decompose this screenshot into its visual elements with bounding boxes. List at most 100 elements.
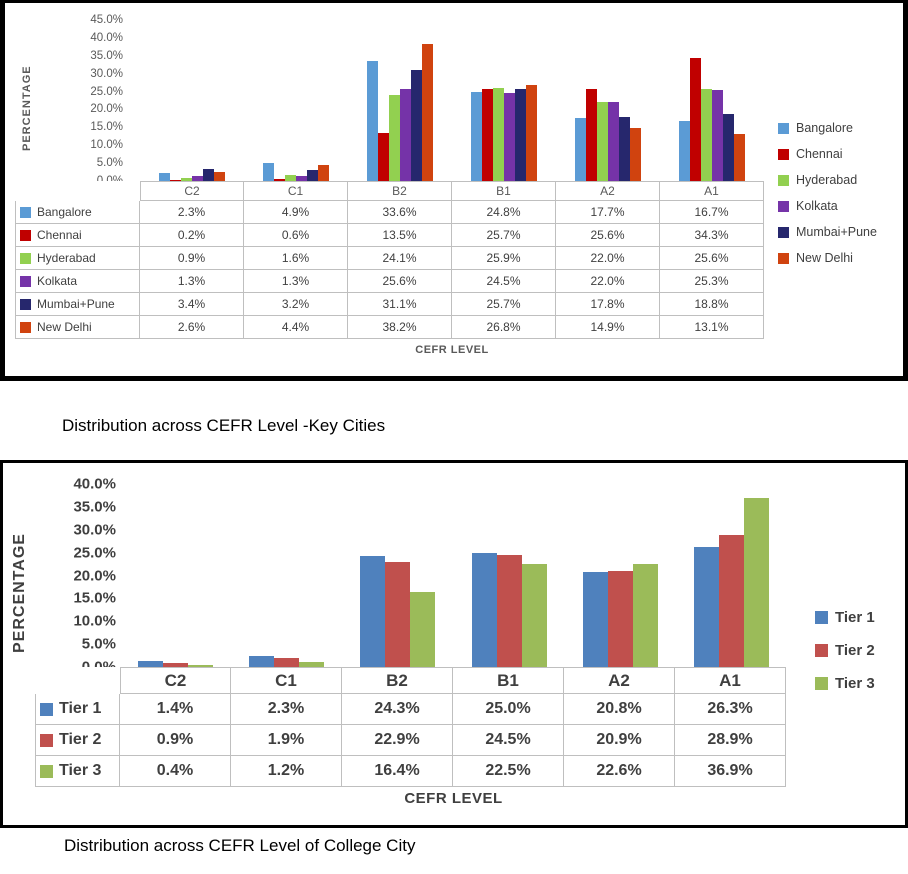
bar-chennai-b1 — [482, 89, 493, 181]
legend-label: Kolkata — [796, 199, 838, 213]
legend-item-mumbai-pune: Mumbai+Pune — [778, 219, 908, 245]
table-value-mumbai-pune-c1: 3.2% — [244, 293, 348, 316]
college-city-chart-frame: PERCENTAGE 40.0% 35.0% 30.0% 25.0% 20.0% 15.0… — [0, 460, 908, 828]
legend-item-new-delhi: New Delhi — [778, 245, 908, 271]
table-value-tier-2-a1: 28.9% — [675, 725, 786, 756]
bar-kolkata-a2 — [608, 102, 619, 181]
series-swatch — [20, 321, 31, 333]
bar-chennai-a1 — [690, 58, 701, 181]
y-tick-label: 35.0% — [73, 498, 116, 516]
y-tick-label: 10.0% — [90, 139, 123, 152]
legend: Tier 1 Tier 2 Tier 3 — [815, 601, 905, 700]
y-tick-label: 35.0% — [90, 49, 123, 62]
bar-group-c1 — [244, 20, 348, 181]
y-tick-label: 40.0% — [90, 31, 123, 44]
table-value-hyderabad-a1: 25.6% — [660, 247, 764, 270]
bar-tier-1-a2 — [582, 571, 608, 667]
bar-tier-1-b2 — [360, 555, 386, 667]
legend-label: Tier 2 — [835, 642, 875, 659]
y-axis-title: PERCENTAGE — [11, 533, 28, 653]
bar-group-c1 — [231, 484, 342, 667]
y-tick-label: 15.0% — [73, 589, 116, 607]
series-name-label: Tier 3 — [59, 762, 102, 779]
table-value-tier-2-c2: 0.9% — [120, 725, 231, 756]
series-name-label: New Delhi — [37, 320, 92, 334]
bar-hyderabad-b2 — [389, 94, 400, 181]
bar-kolkata-b1 — [504, 93, 515, 181]
table-value-chennai-b2: 13.5% — [348, 224, 452, 247]
bar-hyderabad-b1 — [493, 88, 504, 181]
bar-new-delhi-c2 — [214, 171, 225, 181]
bar-chennai-c2 — [170, 180, 181, 181]
table-value-tier-3-c2: 0.4% — [120, 756, 231, 787]
bar-hyderabad-c2 — [181, 177, 192, 181]
bar-tier-1-a1 — [693, 546, 719, 667]
category-header-a2: A2 — [564, 667, 675, 694]
table-value-bangalore-c2: 2.3% — [140, 201, 244, 224]
legend-swatch — [778, 226, 789, 238]
series-swatch — [40, 702, 53, 716]
legend-label: Chennai — [796, 147, 843, 161]
table-value-tier-2-a2: 20.9% — [564, 725, 675, 756]
table-value-tier-1-c1: 2.3% — [231, 694, 342, 725]
y-tick-label: 5.0% — [81, 635, 116, 653]
table-corner — [15, 181, 140, 201]
y-axis-title: PERCENTAGE — [21, 65, 33, 151]
bar-tier-1-c1 — [249, 656, 275, 667]
series-swatch — [20, 252, 31, 264]
bar-group-c2 — [120, 484, 231, 667]
bar-kolkata-a1 — [712, 90, 723, 181]
bar-tier-1-c2 — [138, 660, 164, 667]
y-tick-label: 20.0% — [90, 103, 123, 116]
table-value-tier-1-c2: 1.4% — [120, 694, 231, 725]
table-value-new-delhi-b2: 38.2% — [348, 316, 452, 339]
bar-bangalore-b2 — [367, 60, 378, 181]
table-value-kolkata-b2: 25.6% — [348, 270, 452, 293]
bar-kolkata-b2 — [400, 89, 411, 181]
bar-mumbai-pune-a1 — [723, 113, 734, 181]
bar-group-a2 — [556, 20, 660, 181]
bar-mumbai-pune-b2 — [411, 69, 422, 181]
table-value-tier-2-b2: 22.9% — [342, 725, 453, 756]
bar-hyderabad-c1 — [285, 175, 296, 181]
bar-hyderabad-a2 — [597, 102, 608, 181]
series-swatch — [20, 206, 31, 218]
table-value-tier-3-a2: 22.6% — [564, 756, 675, 787]
table-value-mumbai-pune-a2: 17.8% — [556, 293, 660, 316]
table-value-chennai-a2: 25.6% — [556, 224, 660, 247]
category-header-c2: C2 — [120, 667, 231, 694]
legend-swatch — [778, 252, 789, 264]
bar-bangalore-a2 — [575, 117, 586, 181]
table-corner — [35, 667, 120, 694]
legend-swatch — [778, 174, 789, 186]
table-series-name-chennai: Chennai — [15, 224, 140, 247]
bar-group-b1 — [454, 484, 565, 667]
bar-group-b2 — [348, 20, 452, 181]
bar-chennai-a2 — [586, 89, 597, 181]
y-axis-ticks: 40.0%35.0%30.0%25.0%20.0%15.0%10.0%5.0%0… — [38, 476, 116, 676]
table-value-mumbai-pune-c2: 3.4% — [140, 293, 244, 316]
y-tick-label: 10.0% — [73, 612, 116, 630]
legend-label: Hyderabad — [796, 173, 858, 187]
data-table: C2 C1 B2 B1 A2 A1 Bangalore 2.3% 4.9% 33.6% 24.8% 1… — [15, 181, 764, 339]
table-value-new-delhi-c2: 2.6% — [140, 316, 244, 339]
bar-new-delhi-a1 — [734, 134, 745, 181]
table-value-chennai-c1: 0.6% — [244, 224, 348, 247]
bar-tier-3-b1 — [521, 564, 547, 667]
bar-kolkata-c1 — [296, 176, 307, 181]
series-name-label: Tier 2 — [59, 731, 102, 748]
table-value-mumbai-pune-b2: 31.1% — [348, 293, 452, 316]
y-tick-label: 30.0% — [73, 521, 116, 539]
table-series-name-tier-2: Tier 2 — [35, 725, 120, 756]
legend-swatch — [778, 148, 789, 160]
bar-chennai-c1 — [274, 178, 285, 181]
category-header-c1: C1 — [244, 181, 348, 201]
legend-swatch — [815, 611, 828, 624]
category-header-b2: B2 — [342, 667, 453, 694]
table-value-tier-2-b1: 24.5% — [453, 725, 564, 756]
bar-group-a1 — [660, 20, 764, 181]
bar-tier-2-a1 — [718, 534, 744, 667]
category-header-c1: C1 — [231, 667, 342, 694]
legend: Bangalore Chennai Hyderabad Kolkata Mumbai+P… — [778, 115, 908, 271]
table-value-kolkata-b1: 24.5% — [452, 270, 556, 293]
